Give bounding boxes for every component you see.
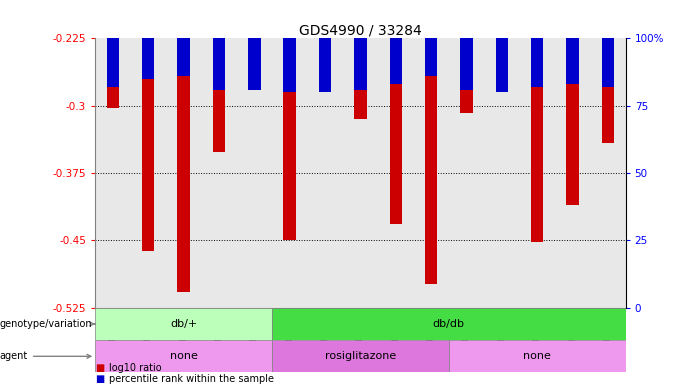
Bar (390, 38, 402, 84)
Bar (449, 340, 626, 372)
Text: ■: ■ (95, 363, 105, 373)
Text: ■: ■ (95, 374, 105, 384)
Title: GDS4990 / 33284: GDS4990 / 33284 (299, 23, 422, 37)
Bar (602, 38, 614, 87)
Text: none: none (170, 351, 197, 361)
Bar (177, 38, 190, 76)
Bar (460, 38, 473, 89)
Bar (319, 38, 331, 50)
Bar (213, 38, 225, 152)
Text: agent: agent (0, 351, 91, 361)
Bar (248, 38, 260, 89)
Bar (177, 38, 190, 292)
Bar (566, 38, 579, 205)
Bar (142, 38, 154, 251)
Text: db/+: db/+ (170, 319, 197, 329)
Bar (566, 38, 579, 84)
Bar (248, 38, 260, 41)
Bar (284, 38, 296, 92)
Bar (496, 38, 508, 81)
Bar (272, 308, 626, 340)
Bar (354, 38, 367, 119)
Bar (319, 38, 331, 92)
Bar (602, 38, 614, 144)
Bar (425, 38, 437, 285)
Bar (107, 38, 119, 87)
Bar (142, 38, 154, 79)
Bar (390, 38, 402, 224)
Bar (213, 38, 225, 89)
Text: genotype/variation: genotype/variation (0, 319, 95, 329)
Bar (460, 38, 473, 113)
Bar (496, 38, 508, 92)
Bar (531, 38, 543, 87)
Text: percentile rank within the sample: percentile rank within the sample (109, 374, 274, 384)
Bar (531, 38, 543, 242)
Bar (284, 38, 296, 240)
Text: rosiglitazone: rosiglitazone (325, 351, 396, 361)
Text: log10 ratio: log10 ratio (109, 363, 161, 373)
Text: none: none (524, 351, 551, 361)
Bar (272, 340, 449, 372)
Bar (425, 38, 437, 76)
Bar (354, 38, 367, 89)
Bar (107, 38, 119, 108)
Text: db/db: db/db (432, 319, 465, 329)
Bar (95, 340, 272, 372)
Bar (95, 308, 272, 340)
